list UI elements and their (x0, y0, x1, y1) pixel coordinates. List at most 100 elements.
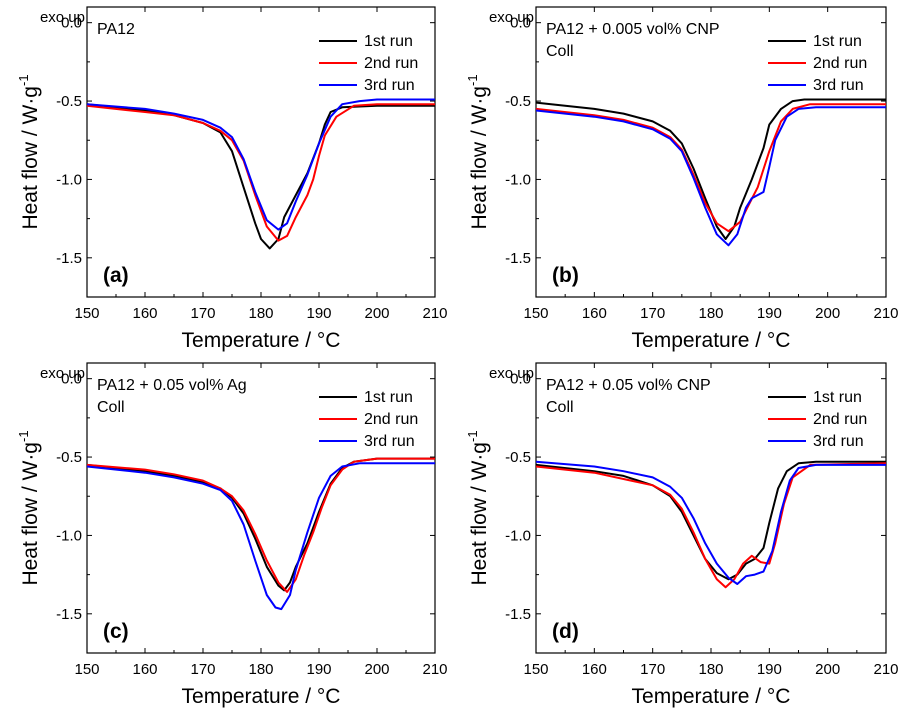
x-tick-label: 210 (422, 661, 447, 678)
legend-label-2: 2nd run (364, 55, 418, 72)
x-tick-label: 160 (582, 661, 607, 678)
x-axis-title: Temperature / °C (182, 685, 341, 708)
y-tick-label: -1.0 (505, 527, 531, 544)
legend-label-1: 1st run (813, 33, 862, 50)
series-line-2 (536, 103, 886, 233)
x-tick-label: 190 (306, 661, 331, 678)
x-tick-label: 170 (640, 305, 665, 322)
legend-label-1: 1st run (364, 33, 413, 50)
series-line-3 (536, 460, 886, 585)
y-tick-label: -0.5 (505, 449, 531, 466)
series-line-2 (87, 457, 435, 593)
legend-label-3: 3rd run (364, 77, 415, 94)
legend-label-2: 2nd run (813, 55, 867, 72)
x-tick-label: 150 (74, 305, 99, 322)
curves (87, 457, 435, 611)
panel-label: (c) (103, 620, 129, 643)
x-tick-label: 210 (873, 305, 898, 322)
plot-frame (86, 362, 436, 654)
panel-label: (a) (103, 264, 129, 287)
y-tick-label: -1.5 (505, 250, 531, 267)
y-axis-title-main: Heat flow / W·g (468, 442, 491, 586)
y-axis-title: Heat flow / W·g-1 (16, 430, 42, 585)
x-tick-label: 170 (190, 305, 215, 322)
legend-label-3: 3rd run (813, 77, 864, 94)
y-tick-label: -1.5 (56, 250, 82, 267)
y-tick-label: 0.0 (510, 371, 531, 388)
y-axis-title-sup: -1 (16, 74, 31, 86)
series-line-1 (87, 103, 435, 250)
y-tick-label: -1.0 (505, 171, 531, 188)
y-tick-label: 0.0 (61, 371, 82, 388)
panel-b: 150 160 170 180 190 200 210 0.0 -0.5 -1.0 -1.5 Temp… (465, 6, 899, 352)
panel-c: 150 160 170 180 190 200 210 0.0 -0.5 -1.0 -1.5 Temp… (16, 362, 448, 708)
x-tick-label: 190 (757, 661, 782, 678)
x-tick-label: 170 (640, 661, 665, 678)
x-tick-label: 210 (422, 305, 447, 322)
series-line-2 (87, 103, 435, 242)
legend-label-1: 1st run (813, 389, 862, 406)
y-axis-title-sup: -1 (465, 430, 480, 442)
series-line-3 (87, 462, 435, 611)
x-tick-label: 200 (815, 305, 840, 322)
y-tick-label: 0.0 (510, 15, 531, 32)
y-tick-label: -0.5 (56, 93, 82, 110)
x-tick-label: 190 (757, 305, 782, 322)
panel-label: (b) (552, 264, 579, 287)
x-axis-title: Temperature / °C (632, 329, 791, 352)
y-axis-title-main: Heat flow / W·g (468, 86, 491, 230)
x-tick-label: 160 (132, 305, 157, 322)
y-axis-title-sup: -1 (465, 74, 480, 86)
x-tick-label: 180 (248, 661, 273, 678)
y-axis-title: Heat flow / W·g-1 (465, 74, 491, 229)
legend-label-3: 3rd run (813, 433, 864, 450)
panel-label: (d) (552, 620, 579, 643)
series-line-1 (536, 460, 886, 581)
exo-up-label: exo up (40, 9, 85, 26)
x-tick-label: 180 (248, 305, 273, 322)
legend-label-3: 3rd run (364, 433, 415, 450)
panel-a: 150 160 170 180 190 200 210 0.0 -0.5 -1.0 -1.5 Temp… (16, 6, 448, 352)
curves (87, 98, 435, 250)
curves (536, 98, 886, 247)
series-line-3 (536, 106, 886, 247)
y-tick-label: -1.5 (505, 606, 531, 623)
x-tick-label: 150 (523, 305, 548, 322)
series-line-3 (87, 98, 435, 231)
panel-title: PA12 + 0.005 vol% CNP (546, 21, 720, 38)
y-tick-label: 0.0 (61, 15, 82, 32)
plot-frame (535, 6, 887, 298)
x-tick-label: 160 (582, 305, 607, 322)
legend-label-2: 2nd run (813, 411, 867, 428)
plot-frame (86, 6, 436, 298)
curves (536, 460, 886, 589)
legend-label-1: 1st run (364, 389, 413, 406)
exo-up-label: exo up (489, 9, 534, 26)
y-tick-label: -1.5 (56, 606, 82, 623)
panel-title: Coll (546, 43, 574, 60)
x-tick-label: 180 (698, 661, 723, 678)
y-tick-label: -1.0 (56, 527, 82, 544)
panel-title: Coll (97, 399, 125, 416)
panel-title: PA12 (97, 21, 135, 38)
panel-title: Coll (546, 399, 574, 416)
exo-up-label: exo up (40, 365, 85, 382)
x-tick-label: 180 (698, 305, 723, 322)
x-tick-label: 150 (74, 661, 99, 678)
y-axis-title-sup: -1 (16, 430, 31, 442)
x-tick-label: 170 (190, 661, 215, 678)
x-tick-label: 210 (873, 661, 898, 678)
x-tick-label: 150 (523, 661, 548, 678)
panel-title: PA12 + 0.05 vol% CNP (546, 377, 711, 394)
y-axis-title: Heat flow / W·g-1 (16, 74, 42, 229)
series-line-2 (536, 462, 886, 589)
y-axis-title-main: Heat flow / W·g (19, 442, 42, 586)
series-line-1 (87, 457, 435, 592)
x-tick-label: 200 (364, 305, 389, 322)
panel-d: 150 160 170 180 190 200 210 0.0 -0.5 -1.0 -1.5 Temp… (465, 362, 899, 708)
legend-label-2: 2nd run (364, 411, 418, 428)
x-tick-label: 160 (132, 661, 157, 678)
x-tick-label: 200 (364, 661, 389, 678)
x-axis-title: Temperature / °C (632, 685, 791, 708)
